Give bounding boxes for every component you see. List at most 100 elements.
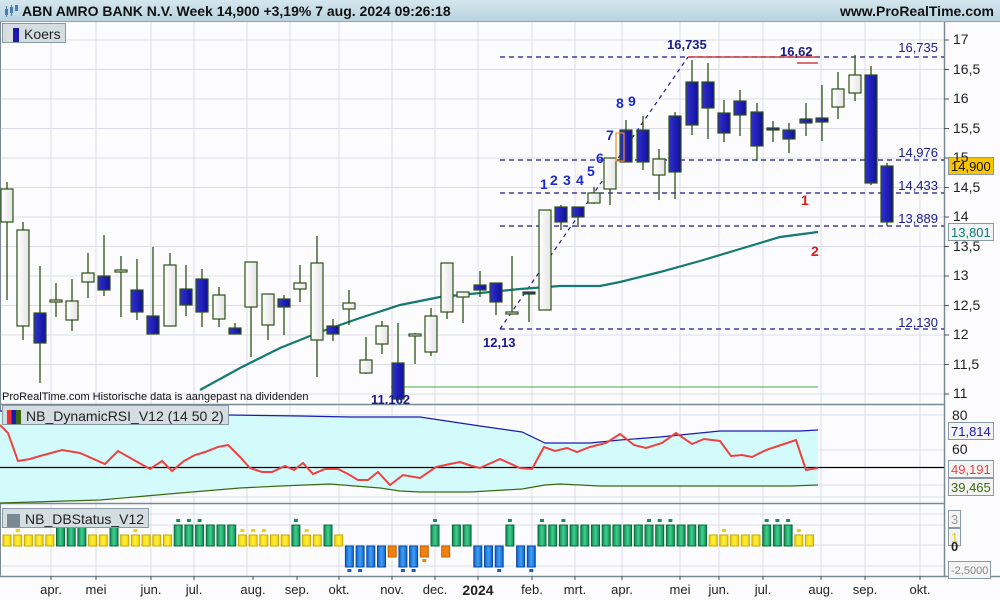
rsi-legend-label: NB_DynamicRSI_V12 (14 50 2) — [26, 408, 224, 424]
status-dot — [775, 519, 780, 522]
price-tick-label: 12,5 — [953, 296, 981, 313]
status-bar — [45, 534, 55, 547]
status-bar — [719, 534, 729, 547]
rsi-value-tag: 49,191 — [948, 460, 994, 478]
rsi-band — [0, 411, 818, 503]
candle-bullish — [293, 282, 307, 290]
status-tag-mid: 1 — [948, 528, 962, 546]
candle-bearish — [473, 284, 487, 291]
candle-bearish — [195, 278, 209, 313]
candle-bearish — [619, 129, 633, 163]
moving-average-line — [199, 230, 819, 391]
status-bar — [195, 524, 205, 547]
status-bar — [484, 545, 493, 568]
candle-bullish — [16, 229, 30, 327]
candle-bullish — [652, 158, 666, 176]
level-label: 16,735 — [898, 40, 938, 55]
status-bar — [398, 545, 408, 568]
time-axis-label: apr. — [611, 582, 633, 597]
status-dot — [796, 529, 801, 532]
sequence-count: 9 — [628, 93, 636, 109]
status-bar — [537, 524, 547, 547]
candle-bullish — [831, 88, 845, 108]
candle-bullish — [456, 291, 470, 298]
rsi-line — [0, 424, 819, 487]
status-bar — [740, 534, 750, 547]
candle-bullish — [163, 264, 177, 327]
sequence-count: 3 — [563, 172, 571, 188]
candle-bullish — [65, 300, 79, 321]
status-dot — [529, 569, 534, 572]
status-dot — [261, 529, 266, 532]
status-dot — [347, 569, 352, 572]
rsi-lower-band — [0, 483, 819, 504]
status-bar — [676, 524, 686, 547]
low-annotation: 12,13 — [483, 335, 516, 350]
time-axis-label: aug. — [240, 582, 266, 597]
status-dot — [422, 559, 427, 562]
status-bar — [687, 524, 697, 547]
status-bar — [441, 545, 451, 558]
price-tick-label: 15 — [953, 149, 969, 165]
status-bar — [387, 545, 397, 558]
status-tag-top: 3 — [948, 510, 962, 528]
status-dot — [647, 519, 651, 522]
time-axis-label: sep. — [284, 582, 310, 597]
candle-bearish — [391, 362, 405, 400]
candle-bullish — [244, 261, 258, 308]
candle-bearish — [489, 282, 503, 303]
sequence-count: 2 — [550, 172, 558, 188]
status-bar — [334, 534, 344, 547]
rsi-series-swatch-icon — [7, 410, 21, 425]
candle-bearish — [733, 100, 747, 116]
site-link[interactable]: www.ProRealTime.com — [839, 3, 994, 19]
candle-bearish — [815, 117, 829, 123]
price-legend[interactable]: Koers — [2, 23, 66, 43]
candle-bullish — [310, 262, 324, 341]
time-axis-label: mrt. — [563, 582, 587, 597]
chart-title-bar: ABN AMRO BANK N.V. Week 14,900 +3,19% 7 … — [0, 0, 1000, 22]
candle-bullish — [49, 299, 63, 303]
status-dot — [497, 569, 502, 572]
status-bar — [120, 534, 130, 547]
status-bar — [665, 524, 675, 547]
candle-bearish — [668, 115, 682, 173]
status-bar — [751, 534, 761, 547]
status-bar — [377, 545, 386, 568]
price-panel — [0, 22, 944, 404]
price-tick-label: 16,5 — [953, 60, 981, 77]
candle-bearish — [880, 165, 894, 223]
candle-bearish — [571, 206, 585, 218]
status-bar — [601, 524, 611, 547]
moving-average-tag: 13,801 — [948, 223, 994, 241]
status-dot — [176, 519, 181, 522]
candle-bullish — [0, 188, 14, 223]
rsi-upper-tag: 71,814 — [948, 422, 994, 440]
status-dot — [293, 519, 298, 522]
status-dot — [507, 519, 512, 522]
trend-line — [499, 56, 689, 330]
time-axis-label: jun. — [140, 582, 162, 597]
price-tick-label: 16 — [953, 90, 969, 106]
status-bar — [280, 534, 290, 547]
rsi-legend[interactable]: NB_DynamicRSI_V12 (14 50 2) — [2, 405, 229, 425]
sequence-count: 7 — [606, 127, 614, 143]
candle-bullish — [440, 262, 454, 313]
status-dot — [358, 569, 363, 572]
status-bar — [655, 524, 665, 547]
candle-bearish — [97, 275, 111, 291]
candle-bearish — [636, 129, 650, 163]
status-legend[interactable]: NB_DBStatus_V12 — [2, 508, 150, 528]
status-bar — [591, 524, 600, 547]
last-price-tag: 14,900 — [948, 157, 994, 175]
time-axis-label: dec. — [422, 582, 448, 597]
status-bar — [184, 524, 194, 547]
status-bar — [633, 524, 643, 547]
status-dot — [240, 529, 245, 532]
sequence-count: 4 — [576, 172, 584, 188]
candle-bullish — [114, 269, 128, 273]
price-legend-label: Koers — [24, 26, 61, 42]
status-bar — [580, 524, 590, 547]
status-bar — [323, 524, 333, 547]
